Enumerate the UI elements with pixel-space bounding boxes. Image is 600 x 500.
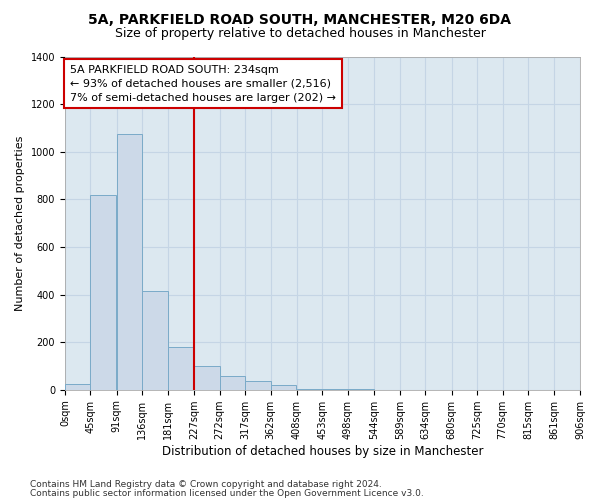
Bar [271,386,296,390]
Bar [194,366,220,390]
Text: 5A, PARKFIELD ROAD SOUTH, MANCHESTER, M20 6DA: 5A, PARKFIELD ROAD SOUTH, MANCHESTER, M2… [89,12,511,26]
Bar [297,388,322,390]
Bar [168,347,193,390]
Text: 5A PARKFIELD ROAD SOUTH: 234sqm
← 93% of detached houses are smaller (2,516)
7% : 5A PARKFIELD ROAD SOUTH: 234sqm ← 93% of… [70,65,336,103]
Bar [142,291,168,390]
Text: Contains public sector information licensed under the Open Government Licence v3: Contains public sector information licen… [30,488,424,498]
Bar [116,134,142,390]
Bar [65,384,91,390]
Y-axis label: Number of detached properties: Number of detached properties [15,136,25,311]
X-axis label: Distribution of detached houses by size in Manchester: Distribution of detached houses by size … [162,444,483,458]
Text: Contains HM Land Registry data © Crown copyright and database right 2024.: Contains HM Land Registry data © Crown c… [30,480,382,489]
Bar [91,194,116,390]
Bar [245,382,271,390]
Bar [220,376,245,390]
Text: Size of property relative to detached houses in Manchester: Size of property relative to detached ho… [115,28,485,40]
